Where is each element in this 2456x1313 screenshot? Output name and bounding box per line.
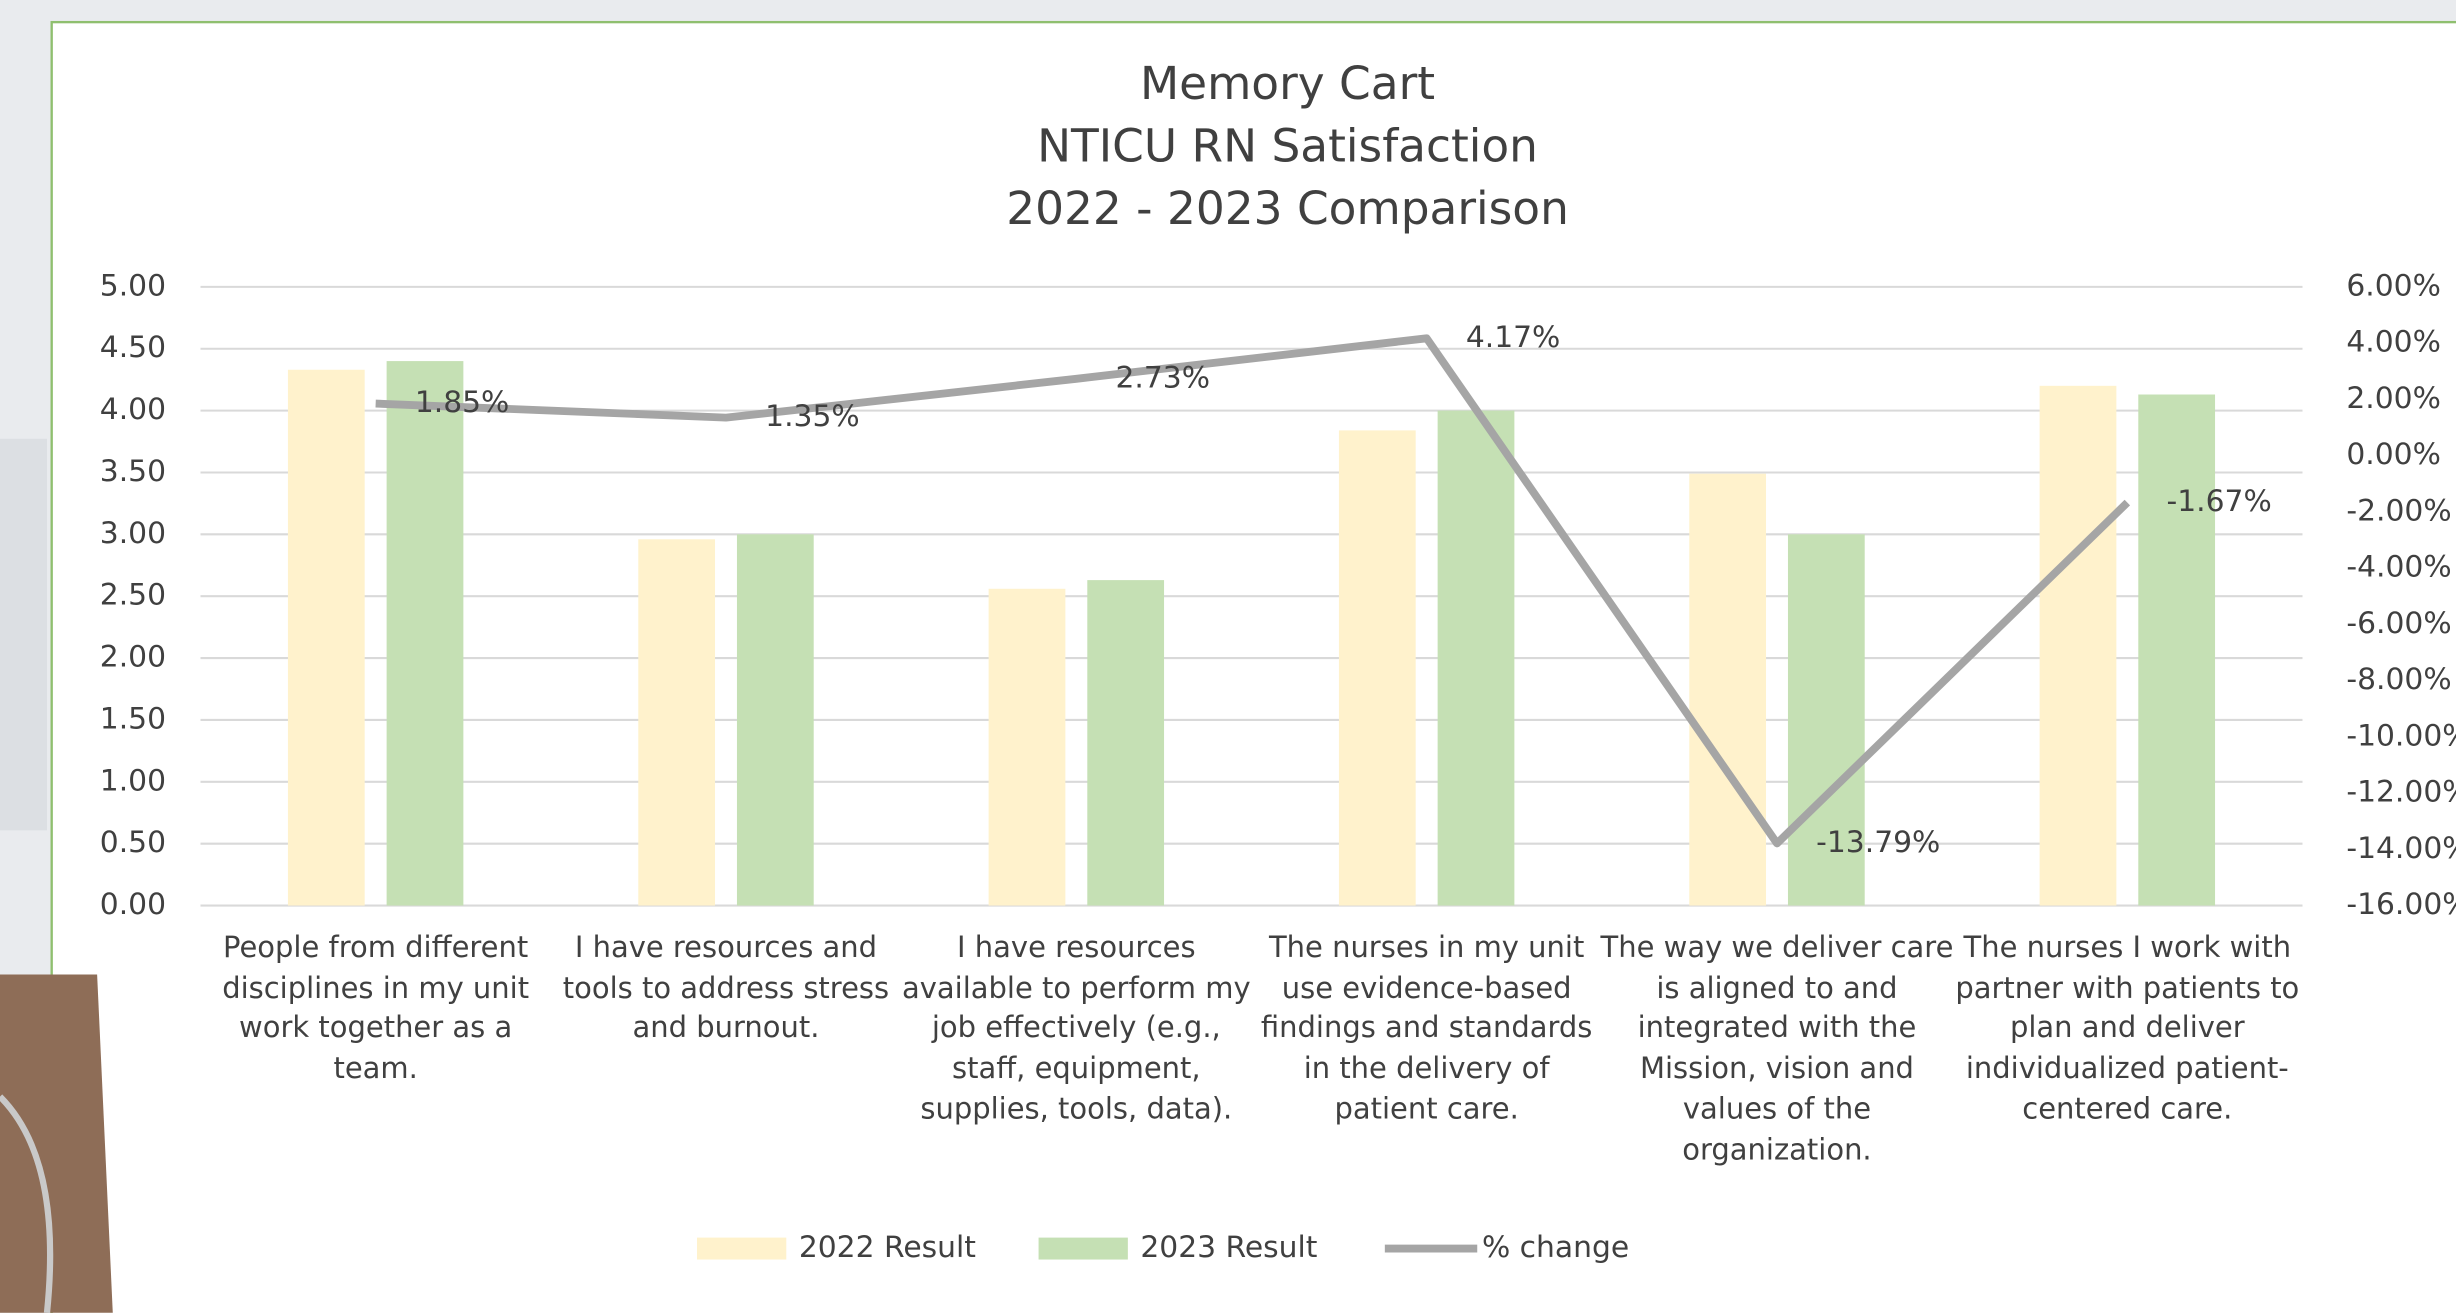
legend-label: % change [1482, 1230, 1629, 1265]
side-decoration [0, 439, 47, 831]
data-label: -13.79% [1816, 825, 1940, 860]
x-tick-label: The nurses I work with partner with pati… [1949, 929, 2306, 1130]
x-tick-label: The nurses in my unit use evidence-based… [1248, 929, 1605, 1130]
y-tick-label: 0.00 [100, 887, 166, 922]
x-tick-label: The way we deliver care is aligned to an… [1599, 929, 1956, 1171]
y2-tick-label: 4.00% [2346, 325, 2441, 360]
x-tick-label-box: The nurses in my unit use evidence-based… [1248, 929, 1605, 1242]
y-tick-label: 4.50 [100, 330, 166, 365]
bar [2138, 395, 2215, 906]
x-tick-label: I have resources and tools to address st… [548, 929, 905, 1050]
data-label: 2.73% [1115, 360, 1210, 395]
x-tick-label-box: People from different disciplines in my … [197, 929, 554, 1242]
bar [1339, 430, 1416, 905]
y2-tick-label: -2.00% [2346, 493, 2451, 528]
bar [989, 589, 1066, 906]
y2-tick-label: 6.00% [2346, 268, 2441, 303]
chart-title: 2022 - 2023 Comparison [1006, 182, 1569, 235]
clipboard-decoration [0, 974, 113, 1312]
legend-label: 2023 Result [1140, 1230, 1317, 1265]
y-tick-label: 5.00 [100, 268, 166, 303]
bar [638, 539, 715, 905]
bar [1438, 411, 1515, 906]
y2-tick-label: -4.00% [2346, 550, 2451, 585]
legend-label: 2022 Result [799, 1230, 976, 1265]
bar [387, 361, 464, 905]
y-tick-label: 2.50 [100, 578, 166, 613]
y2-tick-label: -8.00% [2346, 662, 2451, 697]
bar [2040, 386, 2117, 906]
y-tick-label: 3.00 [100, 516, 166, 551]
data-label: 1.35% [765, 399, 860, 434]
x-tick-label-box: The nurses I work with partner with pati… [1949, 929, 2306, 1242]
x-tick-label: I have resources available to perform my… [898, 929, 1255, 1130]
chart-title: NTICU RN Satisfaction [1037, 120, 1538, 173]
bar [288, 370, 365, 906]
y-tick-label: 2.00 [100, 640, 166, 675]
bar [1689, 474, 1766, 906]
y2-tick-label: -14.00% [2346, 831, 2456, 866]
x-tick-label-box: I have resources and tools to address st… [548, 929, 905, 1242]
data-label: -1.67% [2166, 484, 2271, 519]
y-tick-label: 0.50 [100, 825, 166, 860]
y2-tick-label: -6.00% [2346, 606, 2451, 641]
y2-tick-label: -16.00% [2346, 887, 2456, 922]
x-tick-label-box: I have resources available to perform my… [898, 929, 1255, 1242]
x-tick-label-box: The way we deliver care is aligned to an… [1599, 929, 1956, 1242]
y2-tick-label: 0.00% [2346, 437, 2441, 472]
y-tick-label: 4.00 [100, 392, 166, 427]
bar [737, 534, 814, 905]
y2-tick-label: -12.00% [2346, 775, 2456, 810]
y-tick-label: 1.50 [100, 701, 166, 736]
data-label: 1.85% [415, 385, 510, 420]
bar [1087, 580, 1164, 905]
legend-swatch [697, 1238, 786, 1260]
y2-tick-label: 2.00% [2346, 381, 2441, 416]
data-label: 4.17% [1466, 320, 1561, 355]
x-tick-label: People from different disciplines in my … [197, 929, 554, 1090]
page: {"chart_data": { "type": "bar-line", "ti… [0, 0, 2456, 1313]
y-tick-label: 3.50 [100, 454, 166, 489]
y-tick-label: 1.00 [100, 763, 166, 798]
chart: Memory Cart NTICU RN Satisfaction 2022 -… [0, 0, 2456, 1313]
chart-title: Memory Cart [1140, 57, 1435, 110]
y2-tick-label: -10.00% [2346, 718, 2456, 753]
legend-swatch [1039, 1238, 1128, 1260]
